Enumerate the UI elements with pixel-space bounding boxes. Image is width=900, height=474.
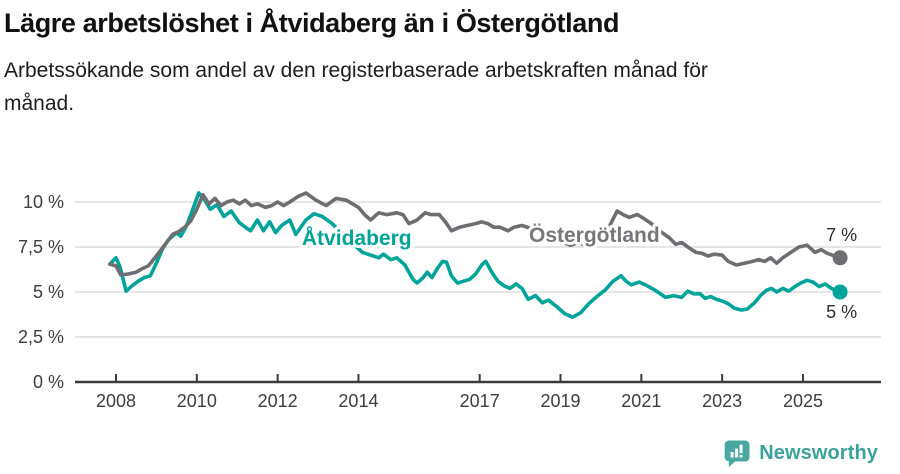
series-end-label: 7 % [826,225,857,245]
brand-footer: Newsworthy [723,439,878,468]
series-line [108,191,842,277]
newsworthy-logo-icon [724,440,750,467]
y-tick-label: 0 % [33,372,64,392]
brand-name: Newsworthy [759,442,878,464]
chart-subtitle-line: månad. [4,92,75,115]
bar-tall [735,448,739,458]
y-tick-label: 7,5 % [18,237,64,257]
chart-subtitle: Arbetssökande som andel av den registerb… [4,54,884,120]
x-tick-label: 2010 [177,391,217,411]
x-tick-label: 2017 [460,391,500,411]
series-inline-label: Östergötland [529,224,660,247]
y-tick-label: 2,5 % [18,327,64,347]
x-tick-label: 2008 [96,391,136,411]
series-end-dot [832,284,848,300]
chart-title: Lägre arbetslöshet i Åtvidaberg än i Öst… [4,8,620,38]
x-tick-label: 2025 [783,391,823,411]
bar-small [730,452,734,458]
series-inline-label: Åtvidaberg [302,226,412,250]
x-tick-label: 2014 [338,391,378,411]
series-end-label: 5 % [826,302,857,322]
x-tick-label: 2021 [621,391,661,411]
x-tick-label: 2023 [702,391,742,411]
chart-subtitle-line: Arbetssökande som andel av den registerb… [4,59,708,82]
exclamation-dot [739,455,743,458]
exclamation-bar [739,444,743,454]
series-line [108,191,842,320]
chart-header: Lägre arbetslöshet i Åtvidaberg än i Öst… [4,6,884,120]
y-tick-label: 5 % [33,282,64,302]
y-tick-label: 10 % [23,192,64,212]
x-tick-label: 2012 [258,391,298,411]
x-tick-label: 2019 [540,391,580,411]
series-end-dot [832,250,848,266]
